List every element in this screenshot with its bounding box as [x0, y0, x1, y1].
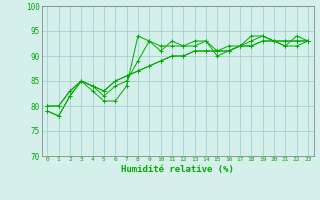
X-axis label: Humidité relative (%): Humidité relative (%) [121, 165, 234, 174]
